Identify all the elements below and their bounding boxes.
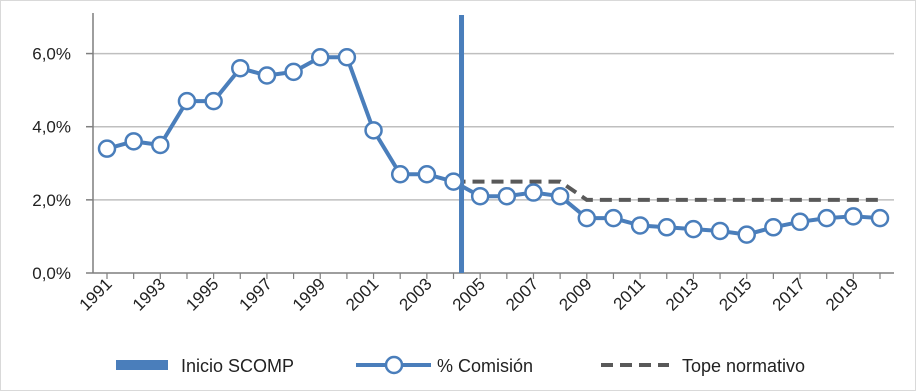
comision-point (604, 208, 623, 228)
x-tick-label: 1997 (236, 274, 276, 314)
comision-point (151, 135, 170, 155)
comision-point (790, 212, 810, 232)
x-tick-label: 1999 (289, 274, 329, 314)
comision-point (204, 91, 223, 111)
comision-point (257, 66, 277, 85)
comision-point (684, 219, 703, 239)
comision-point (657, 218, 677, 237)
gridlines (93, 52, 894, 201)
legend-swatch-inicio-scomp (116, 360, 168, 370)
x-tick-label: 2007 (502, 274, 542, 314)
comision-point (577, 208, 597, 228)
x-tick-label: 2017 (769, 274, 809, 314)
comision-point (390, 165, 410, 184)
y-tick-labels: 0,0% 2,0% 4,0% 6,0% (32, 45, 71, 283)
comision-point (124, 132, 143, 151)
comision-series (97, 47, 890, 244)
x-tick-label: 2003 (396, 274, 436, 314)
x-tick-labels: 1991 1993 1995 1997 1999 2001 2003 2005 2007 2009… (76, 274, 863, 314)
tope-normativo-line (453, 179, 880, 202)
comision-point (737, 225, 756, 244)
legend-label-comision: % Comisión (437, 356, 533, 376)
tope-normativo-series (453, 179, 880, 202)
x-tick-label: 2009 (555, 274, 595, 314)
comision-point (177, 91, 197, 111)
comision-point (870, 208, 890, 228)
x-tick-label: 1991 (76, 274, 116, 314)
comision-point (444, 172, 463, 191)
comision-point (710, 221, 730, 241)
comision-point (310, 47, 330, 67)
comision-point (817, 208, 836, 228)
axes (86, 13, 894, 279)
comision-point (524, 183, 543, 202)
x-tick-label: 2001 (342, 274, 382, 314)
y-tick-label: 0,0% (32, 264, 71, 283)
x-tick-label: 1995 (182, 274, 222, 314)
x-tick-label: 2015 (715, 274, 755, 314)
comision-point (844, 207, 863, 226)
legend: Inicio SCOMP % Comisión Tope normativo (116, 355, 805, 376)
comision-point (550, 186, 570, 206)
comision-point (497, 186, 517, 206)
x-tick-label: 2005 (449, 274, 489, 314)
x-tick-label: 1993 (129, 274, 169, 314)
comision-point (764, 218, 783, 237)
legend-label-inicio-scomp: Inicio SCOMP (181, 356, 294, 376)
y-tick-label: 4,0% (32, 118, 71, 137)
comision-point (630, 216, 650, 235)
y-tick-label: 6,0% (32, 45, 71, 64)
comision-line (106, 55, 881, 237)
x-tick-label: 2019 (822, 274, 862, 314)
x-tick-label: 2011 (610, 274, 649, 313)
comision-point (231, 58, 250, 78)
comision-point (364, 121, 383, 140)
x-tick-label: 2013 (662, 274, 702, 314)
legend-swatch-comision-marker (384, 355, 404, 375)
comision-point (284, 62, 303, 82)
comision-point (417, 165, 437, 184)
y-tick-label: 2,0% (32, 191, 71, 210)
legend-label-tope: Tope normativo (682, 356, 805, 376)
comision-point (97, 139, 117, 158)
comision-point (470, 186, 490, 206)
comision-point (337, 47, 357, 67)
